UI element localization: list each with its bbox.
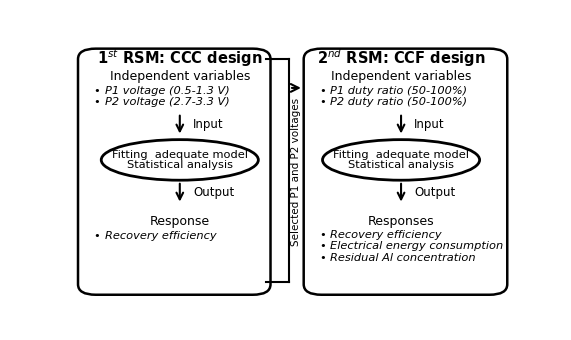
- Text: P1 duty ratio (50-100%): P1 duty ratio (50-100%): [330, 86, 468, 96]
- Text: •: •: [94, 97, 100, 107]
- Text: Input: Input: [415, 118, 445, 131]
- Text: P2 duty ratio (50-100%): P2 duty ratio (50-100%): [330, 97, 468, 107]
- Text: Output: Output: [193, 186, 234, 199]
- Text: •: •: [319, 86, 326, 96]
- Text: Recovery efficiency: Recovery efficiency: [330, 230, 442, 240]
- Text: •: •: [319, 253, 326, 263]
- Text: Independent variables: Independent variables: [331, 70, 471, 83]
- Ellipse shape: [323, 140, 480, 180]
- Text: 1$^{st}$ RSM: CCC design: 1$^{st}$ RSM: CCC design: [97, 47, 263, 69]
- Text: •: •: [94, 231, 100, 241]
- Text: •: •: [94, 86, 100, 96]
- Text: Recovery efficiency: Recovery efficiency: [104, 231, 216, 241]
- Text: •: •: [319, 230, 326, 240]
- FancyBboxPatch shape: [304, 49, 507, 295]
- Text: Responses: Responses: [368, 215, 435, 228]
- Ellipse shape: [101, 140, 258, 180]
- Text: P2 voltage (2.7-3.3 V): P2 voltage (2.7-3.3 V): [104, 97, 230, 107]
- Text: Fitting  adequate model: Fitting adequate model: [333, 150, 469, 160]
- Text: Independent variables: Independent variables: [110, 70, 250, 83]
- Text: Output: Output: [415, 186, 456, 199]
- Text: Input: Input: [193, 118, 224, 131]
- Text: Response: Response: [150, 215, 210, 228]
- Text: Fitting  adequate model: Fitting adequate model: [112, 150, 248, 160]
- Text: •: •: [319, 97, 326, 107]
- Text: P1 voltage (0.5-1.3 V): P1 voltage (0.5-1.3 V): [104, 86, 230, 96]
- Text: Residual Al concentration: Residual Al concentration: [330, 253, 476, 263]
- Text: Electrical energy consumption: Electrical energy consumption: [330, 241, 504, 251]
- Text: 2$^{nd}$ RSM: CCF design: 2$^{nd}$ RSM: CCF design: [317, 47, 485, 69]
- Text: Selected P1 and P2 voltages: Selected P1 and P2 voltages: [291, 98, 301, 246]
- Text: •: •: [319, 241, 326, 251]
- FancyBboxPatch shape: [78, 49, 271, 295]
- Text: Statistical analysis: Statistical analysis: [127, 160, 233, 170]
- Text: Statistical analysis: Statistical analysis: [348, 160, 454, 170]
